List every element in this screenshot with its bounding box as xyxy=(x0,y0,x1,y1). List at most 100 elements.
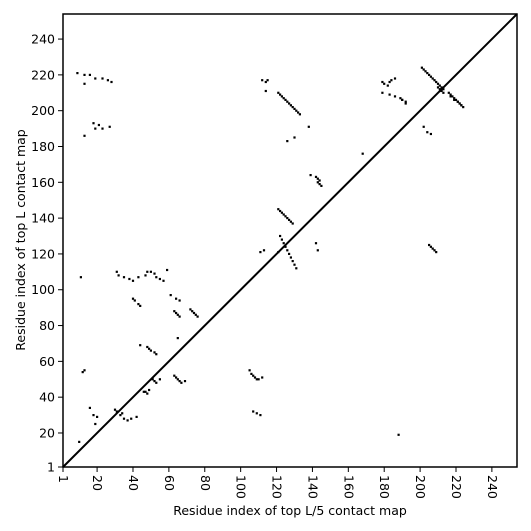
contact-point xyxy=(131,279,135,282)
contact-point xyxy=(288,102,291,105)
contact-point xyxy=(286,249,289,252)
contact-point xyxy=(178,299,181,302)
contact-point xyxy=(293,263,296,266)
contact-point xyxy=(386,84,389,87)
contact-point xyxy=(153,272,156,275)
contact-point xyxy=(135,415,138,418)
diagonal-line xyxy=(62,13,518,468)
contact-point xyxy=(451,95,454,98)
contact-point xyxy=(94,422,97,426)
contact-point xyxy=(96,415,99,418)
contact-point xyxy=(280,211,283,214)
contact-point xyxy=(110,80,113,84)
contact-point xyxy=(180,381,183,384)
contact-point xyxy=(280,95,283,98)
contact-point xyxy=(162,279,165,282)
contact-point xyxy=(122,417,126,420)
contact-point xyxy=(126,419,129,422)
contact-point xyxy=(149,349,152,352)
y-tick-label: 120 xyxy=(31,246,55,261)
contact-point xyxy=(428,73,431,76)
x-axis-ticks: 1 20 40 60 80 100 120 140 160 180 200 220 240 xyxy=(56,467,500,499)
contact-point xyxy=(404,100,407,103)
contact-point xyxy=(399,97,402,100)
x-tick-label: 140 xyxy=(305,475,320,499)
contact-point xyxy=(248,369,251,372)
y-tick-label: 200 xyxy=(31,103,55,118)
contact-point xyxy=(101,127,104,130)
contact-point xyxy=(449,93,452,96)
x-tick-label: 180 xyxy=(377,475,392,499)
contact-point xyxy=(76,72,79,75)
contact-point xyxy=(462,106,465,109)
contact-point xyxy=(453,98,456,101)
contact-point xyxy=(320,184,323,187)
contact-point xyxy=(293,136,296,139)
contact-point xyxy=(192,311,196,315)
contact-point xyxy=(88,73,91,76)
contact-point xyxy=(279,93,282,96)
contact-point xyxy=(151,378,154,381)
x-tick-label: 1 xyxy=(56,475,71,483)
contact-point xyxy=(404,102,407,105)
contact-point xyxy=(284,98,287,101)
contact-point xyxy=(314,175,318,178)
contact-point xyxy=(146,270,149,273)
contact-point xyxy=(435,251,438,254)
contact-point xyxy=(79,276,82,279)
contact-point xyxy=(264,80,267,84)
contact-point xyxy=(297,111,300,114)
x-tick-label: 240 xyxy=(485,475,500,499)
contact-point xyxy=(122,276,126,279)
contact-point xyxy=(277,208,280,211)
contact-point xyxy=(428,243,431,247)
contact-point xyxy=(316,249,319,252)
contact-point xyxy=(101,77,104,80)
contact-point xyxy=(458,102,461,105)
contact-point xyxy=(279,209,282,213)
contact-point xyxy=(298,113,301,116)
contact-point xyxy=(144,274,147,277)
contact-point xyxy=(440,89,443,93)
contact-point xyxy=(447,91,450,94)
contact-point xyxy=(175,376,178,379)
y-tick-label: 180 xyxy=(31,139,55,154)
contact-point xyxy=(422,68,425,71)
contact-point xyxy=(83,134,86,137)
contact-point xyxy=(144,390,147,393)
y-tick-label: 100 xyxy=(31,282,55,297)
y-axis-label: Residue index of top L contact map xyxy=(13,129,28,350)
contact-point xyxy=(431,247,434,250)
contact-point xyxy=(293,107,296,110)
contact-point xyxy=(309,174,312,177)
y-tick-label: 60 xyxy=(39,354,55,369)
contact-point xyxy=(436,86,440,89)
contact-point xyxy=(381,91,384,94)
contact-point xyxy=(295,267,298,270)
contact-point xyxy=(173,310,176,313)
contact-point xyxy=(175,311,178,315)
x-tick-label: 80 xyxy=(198,475,213,491)
contact-point xyxy=(142,390,145,393)
contact-point xyxy=(255,378,258,381)
x-tick-label: 60 xyxy=(162,475,177,491)
contact-point xyxy=(83,73,86,76)
contact-point xyxy=(153,351,156,354)
contact-point xyxy=(262,249,266,252)
contact-point xyxy=(460,104,463,107)
contact-point xyxy=(289,104,292,107)
contact-point xyxy=(119,414,122,417)
contact-point xyxy=(388,93,391,96)
contact-point xyxy=(393,95,397,98)
contact-point xyxy=(286,100,289,103)
contact-point xyxy=(166,268,169,272)
contact-point xyxy=(158,378,161,381)
contact-point xyxy=(288,218,291,221)
contact-point xyxy=(178,380,181,383)
contact-point xyxy=(97,123,100,127)
contact-point xyxy=(431,77,434,80)
contact-point xyxy=(137,303,140,306)
contact-point xyxy=(393,77,397,80)
contact-point xyxy=(148,388,151,392)
contact-point xyxy=(422,125,425,128)
